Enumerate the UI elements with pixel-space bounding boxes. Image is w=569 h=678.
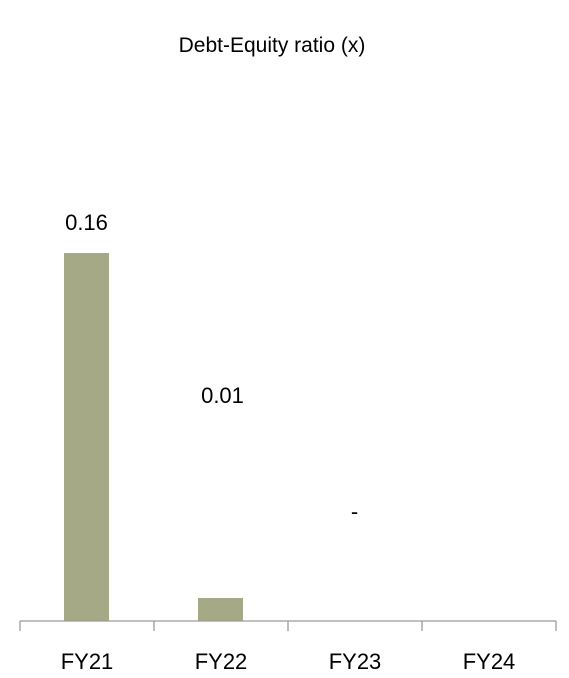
data-labels: 0.16 0.01 - bbox=[65, 210, 358, 524]
x-tick-labels: FY21 FY22 FY23 FY24 bbox=[61, 649, 516, 674]
x-tick-label-fy24: FY24 bbox=[463, 649, 516, 674]
bar-series bbox=[64, 253, 243, 621]
data-label-fy21: 0.16 bbox=[65, 210, 108, 235]
bar-fy21 bbox=[64, 253, 109, 621]
bar-fy22 bbox=[198, 598, 243, 621]
data-label-fy22: 0.01 bbox=[201, 383, 244, 408]
x-tick-label-fy21: FY21 bbox=[61, 649, 114, 674]
x-tick-label-fy22: FY22 bbox=[195, 649, 248, 674]
chart-title: Debt-Equity ratio (x) bbox=[179, 34, 366, 57]
x-axis bbox=[19, 620, 557, 631]
data-label-fy23: - bbox=[351, 499, 358, 524]
x-tick-label-fy23: FY23 bbox=[329, 649, 382, 674]
